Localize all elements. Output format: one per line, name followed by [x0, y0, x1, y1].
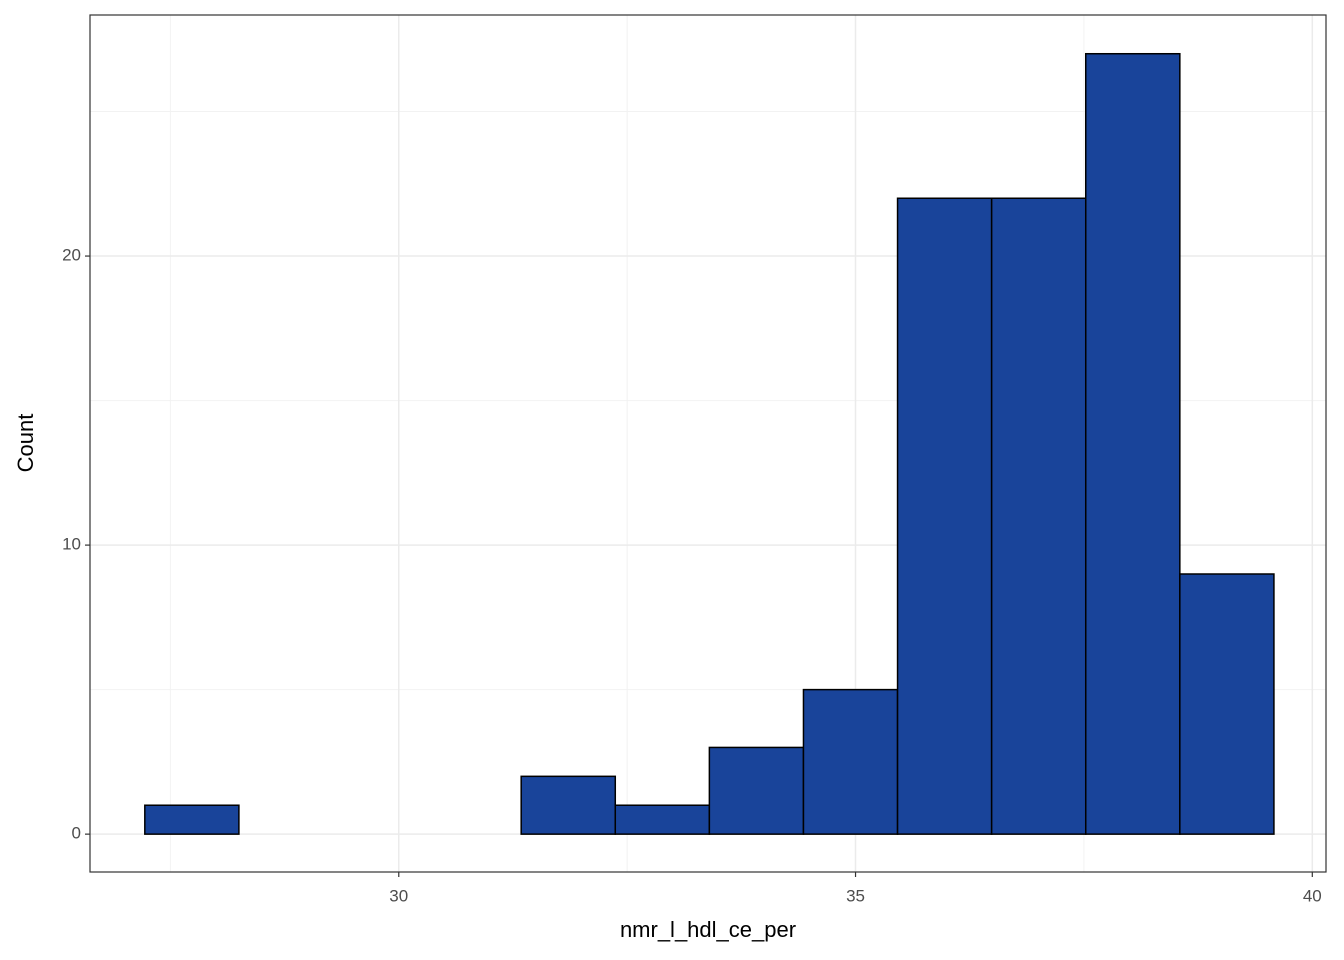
x-tick-label: 40 [1303, 886, 1322, 905]
bar [144, 804, 240, 835]
y-tick-label: 20 [62, 246, 81, 265]
bar [520, 775, 617, 835]
bar [1084, 52, 1181, 835]
y-tick-label: 10 [62, 535, 81, 554]
bar [896, 197, 993, 835]
bar [614, 804, 711, 835]
x-axis-title: nmr_l_hdl_ce_per [620, 917, 796, 942]
bar [802, 688, 899, 835]
bar [1179, 573, 1275, 835]
x-tick-label: 30 [389, 886, 408, 905]
bar [990, 197, 1087, 835]
bar [708, 746, 805, 835]
y-tick-label: 0 [72, 824, 81, 843]
x-tick-label: 35 [846, 886, 865, 905]
plot-border [89, 14, 1327, 873]
y-axis-title: Count [13, 414, 38, 473]
